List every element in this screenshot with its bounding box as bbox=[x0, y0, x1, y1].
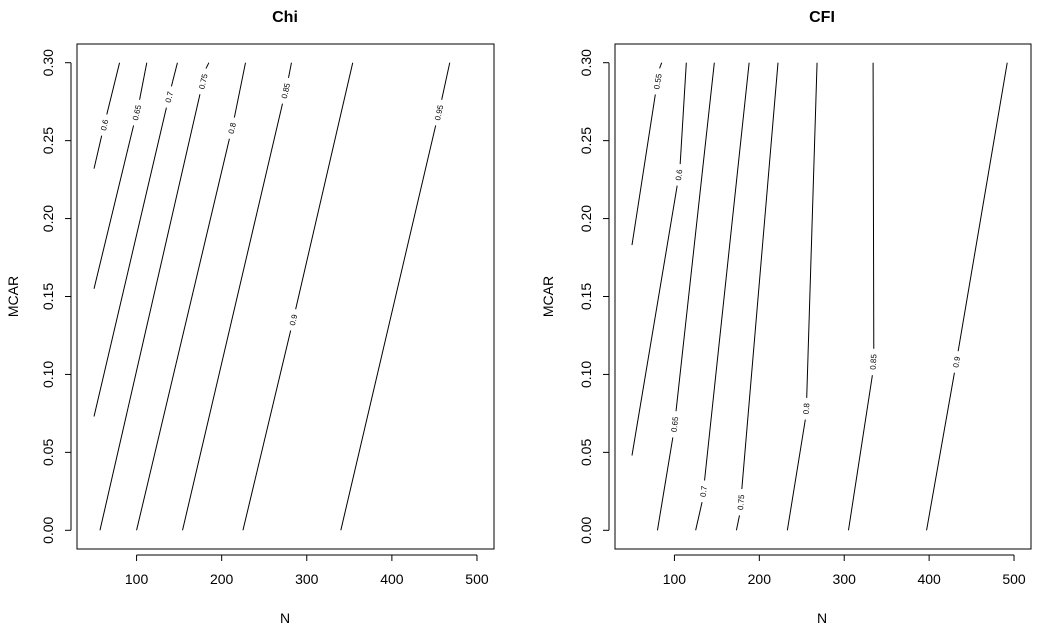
chi-contour-line-lower bbox=[93, 107, 167, 417]
cfi-y-tick-label: 0.10 bbox=[578, 361, 594, 388]
chi-contour-line-lower bbox=[182, 103, 283, 531]
cfi-contour-line-upper bbox=[659, 62, 663, 69]
chi-contour-0.65: 0.65 bbox=[93, 62, 148, 289]
cfi-contour-label: 0.7 bbox=[699, 485, 709, 498]
cfi-y-tick-label: 0.20 bbox=[578, 205, 594, 232]
cfi-y-axis-label: MCAR bbox=[540, 276, 556, 317]
chi-y-tick-label: 0.30 bbox=[40, 49, 56, 76]
chi-contour-0.85: 0.85 bbox=[182, 62, 292, 531]
cfi-contour-line-upper bbox=[872, 62, 875, 349]
cfi-contour-line-upper bbox=[957, 62, 1008, 352]
cfi-y-tick-label: 0.05 bbox=[578, 439, 594, 466]
chi-contour-label: 0.95 bbox=[433, 104, 445, 122]
cfi-plot-title: CFI bbox=[809, 9, 835, 26]
chi-y-tick-label: 0.25 bbox=[40, 127, 56, 154]
chi-contour-line-lower bbox=[136, 138, 230, 531]
cfi-contour-label: 0.8 bbox=[802, 402, 812, 414]
chi-contour-line-upper bbox=[170, 62, 178, 87]
cfi-x-axis-label: N bbox=[817, 610, 827, 626]
cfi-contour-label: 0.6 bbox=[674, 168, 685, 181]
cfi-contour-line-upper bbox=[704, 62, 750, 481]
cfi-y-tick-label: 0.25 bbox=[578, 127, 594, 154]
cfi-y-tick-label: 0.00 bbox=[578, 516, 594, 543]
chi-y-tick-label: 0.15 bbox=[40, 283, 56, 310]
chi-contour-label: 0.65 bbox=[131, 104, 143, 122]
cfi-x-tick-label: 100 bbox=[663, 571, 687, 587]
chi-contour-line-upper bbox=[139, 62, 148, 100]
cfi-contour-label: 0.65 bbox=[670, 416, 681, 433]
cfi-contour-0.55: 0.55 bbox=[631, 62, 664, 246]
chi-contour-line-lower bbox=[99, 94, 201, 531]
cfi-contour-0.7: 0.7 bbox=[695, 62, 750, 531]
chi-panel: Chi 100 200 300 400 500 N 0.00 0.05 0.10 0.15 0.20 0… bbox=[5, 9, 495, 626]
chi-x-axis-label: N bbox=[280, 610, 290, 626]
chi-y-tick-label: 0.20 bbox=[40, 205, 56, 232]
chi-contour-line-lower bbox=[93, 135, 103, 169]
chi-contour-0.7: 0.7 bbox=[93, 62, 178, 417]
cfi-contour-line-lower bbox=[786, 419, 806, 531]
cfi-contour-line-lower bbox=[631, 185, 678, 456]
chi-contour-label: 0.9 bbox=[288, 313, 299, 326]
cfi-contour-line-upper bbox=[675, 62, 715, 412]
chi-plot-frame bbox=[76, 43, 495, 550]
chi-y-axis-label: MCAR bbox=[5, 276, 21, 317]
chi-x-tick-label: 400 bbox=[380, 571, 404, 587]
chi-contour-0.95: 0.95 bbox=[340, 62, 451, 531]
chi-x-tick-label: 300 bbox=[295, 571, 319, 587]
cfi-contour-line-upper bbox=[679, 62, 687, 165]
chi-contour-line-upper bbox=[205, 62, 210, 69]
cfi-contour-0.75: 0.75 bbox=[735, 62, 779, 531]
chi-x-tick-label: 100 bbox=[125, 571, 149, 587]
chi-x-tick-label: 200 bbox=[210, 571, 234, 587]
cfi-panel: CFI 100 200 300 400 500 N 0.00 0.05 0.10 0.15 0.20 0… bbox=[540, 9, 1032, 626]
chi-contour-line-upper bbox=[295, 62, 354, 310]
chi-contour-line-upper bbox=[233, 62, 246, 118]
cfi-contour-label: 0.9 bbox=[951, 355, 962, 368]
chi-contour-line-lower bbox=[340, 125, 437, 531]
chi-contour-line-upper bbox=[106, 62, 121, 115]
cfi-contour-label: 0.75 bbox=[736, 494, 746, 511]
cfi-contour-0.85: 0.85 bbox=[847, 62, 879, 531]
cfi-contour-line-lower bbox=[926, 372, 955, 531]
chi-contour-label: 0.75 bbox=[197, 72, 209, 90]
chi-contour-line-lower bbox=[242, 330, 292, 531]
chi-contour-label: 0.8 bbox=[227, 121, 238, 134]
cfi-x-tick-label: 500 bbox=[1002, 571, 1026, 587]
chi-contour-0.75: 0.75 bbox=[99, 62, 210, 531]
chi-x-tick-label: 500 bbox=[465, 571, 489, 587]
chi-contour-0.8: 0.8 bbox=[136, 62, 246, 531]
cfi-y-tick-label: 0.15 bbox=[578, 283, 594, 310]
cfi-contour-line-lower bbox=[735, 515, 740, 531]
cfi-contour-label: 0.55 bbox=[652, 73, 663, 90]
cfi-contour-line-upper bbox=[806, 62, 818, 398]
cfi-contour-line-upper bbox=[741, 62, 779, 490]
cfi-contour-0.65: 0.65 bbox=[656, 62, 715, 531]
chi-contour-label: 0.6 bbox=[99, 118, 110, 131]
cfi-contour-line-lower bbox=[695, 502, 703, 531]
cfi-contour-line-lower bbox=[656, 437, 674, 531]
chi-contour-line-upper bbox=[441, 62, 451, 100]
cfi-contour-0.9: 0.9 bbox=[926, 62, 1008, 531]
chi-contour-line-upper bbox=[288, 62, 292, 78]
cfi-x-tick-label: 300 bbox=[833, 571, 857, 587]
cfi-plot-frame bbox=[614, 43, 1032, 550]
cfi-contour-line-lower bbox=[631, 94, 656, 246]
cfi-x-tick-label: 200 bbox=[748, 571, 772, 587]
cfi-contour-0.6: 0.6 bbox=[631, 62, 687, 456]
cfi-contour-0.8: 0.8 bbox=[786, 62, 818, 531]
chi-contour-line-lower bbox=[93, 125, 135, 289]
chi-y-tick-label: 0.05 bbox=[40, 439, 56, 466]
chi-contour-label: 0.7 bbox=[164, 90, 175, 103]
chi-contour-0.9: 0.9 bbox=[242, 62, 354, 531]
chi-y-tick-label: 0.10 bbox=[40, 361, 56, 388]
cfi-contour-label: 0.85 bbox=[869, 353, 879, 370]
chi-contour-label: 0.85 bbox=[280, 82, 292, 100]
cfi-x-tick-label: 400 bbox=[917, 571, 941, 587]
cfi-y-tick-label: 0.30 bbox=[578, 49, 594, 76]
cfi-contour-line-lower bbox=[847, 375, 873, 531]
chi-y-tick-label: 0.00 bbox=[40, 516, 56, 543]
chi-plot-title: Chi bbox=[272, 9, 298, 26]
chi-contour-0.6: 0.6 bbox=[93, 62, 121, 169]
